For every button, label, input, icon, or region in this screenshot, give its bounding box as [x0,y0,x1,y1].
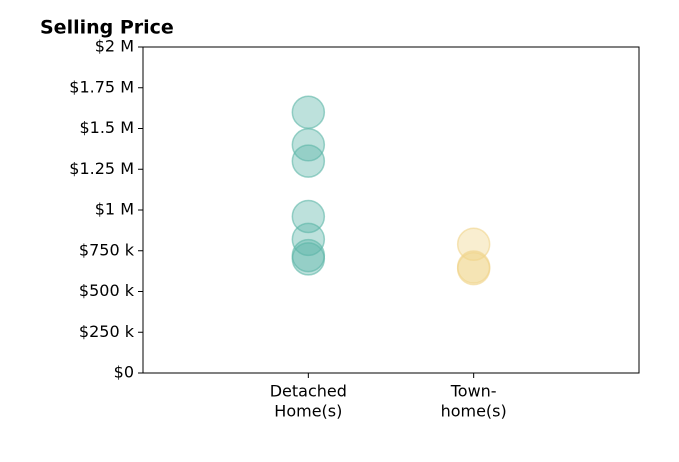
y-tick-label: $750 k [79,240,135,259]
point [291,242,326,276]
x-tick-label: Town- [450,382,497,401]
x-tick-label: Detached [270,382,347,401]
point [291,95,326,129]
point [291,199,326,234]
point [456,227,491,261]
y-tick-label: $1.75 M [69,77,134,96]
y-tick-label: $500 k [79,281,135,300]
chart-title: Selling Price [40,17,174,39]
y-tick-label: $0 [114,363,134,382]
y-tick-label: $2 M [95,37,134,56]
point [456,251,491,286]
y-tick-label: $1 M [95,200,134,219]
x-tick-label: home(s) [441,402,507,421]
plot-frame [142,46,640,374]
y-tick-label: $1.25 M [69,159,134,178]
x-tick-label: Home(s) [274,402,342,421]
point [291,144,326,178]
y-tick-label: $250 k [79,322,135,341]
y-tick-label: $1.5 M [79,118,134,137]
